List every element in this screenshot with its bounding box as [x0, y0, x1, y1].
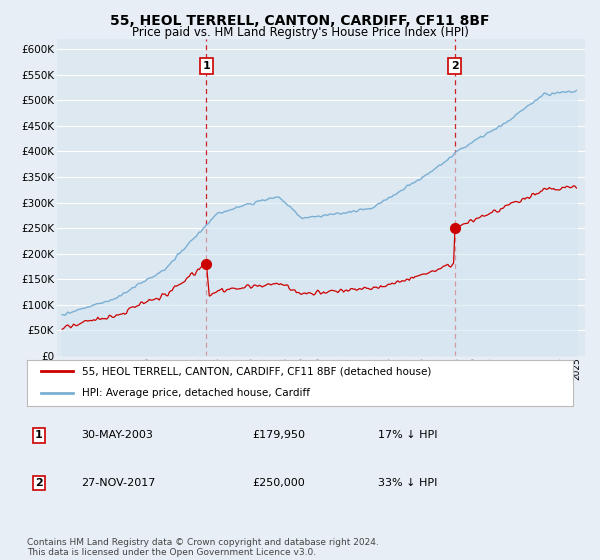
- Text: 17% ↓ HPI: 17% ↓ HPI: [378, 431, 437, 440]
- Text: 30-MAY-2003: 30-MAY-2003: [81, 431, 153, 440]
- Text: £250,000: £250,000: [252, 478, 305, 488]
- Text: Contains HM Land Registry data © Crown copyright and database right 2024.
This d: Contains HM Land Registry data © Crown c…: [27, 538, 379, 557]
- Text: 27-NOV-2017: 27-NOV-2017: [81, 478, 155, 488]
- Text: 55, HEOL TERRELL, CANTON, CARDIFF, CF11 8BF: 55, HEOL TERRELL, CANTON, CARDIFF, CF11 …: [110, 14, 490, 28]
- Text: 2: 2: [451, 61, 458, 71]
- Text: 2: 2: [35, 478, 43, 488]
- Text: 33% ↓ HPI: 33% ↓ HPI: [378, 478, 437, 488]
- Text: 55, HEOL TERRELL, CANTON, CARDIFF, CF11 8BF (detached house): 55, HEOL TERRELL, CANTON, CARDIFF, CF11 …: [82, 366, 431, 376]
- Text: 1: 1: [202, 61, 210, 71]
- Text: 1: 1: [35, 431, 43, 440]
- Text: Price paid vs. HM Land Registry's House Price Index (HPI): Price paid vs. HM Land Registry's House …: [131, 26, 469, 39]
- Text: £179,950: £179,950: [252, 431, 305, 440]
- Text: HPI: Average price, detached house, Cardiff: HPI: Average price, detached house, Card…: [82, 388, 310, 398]
